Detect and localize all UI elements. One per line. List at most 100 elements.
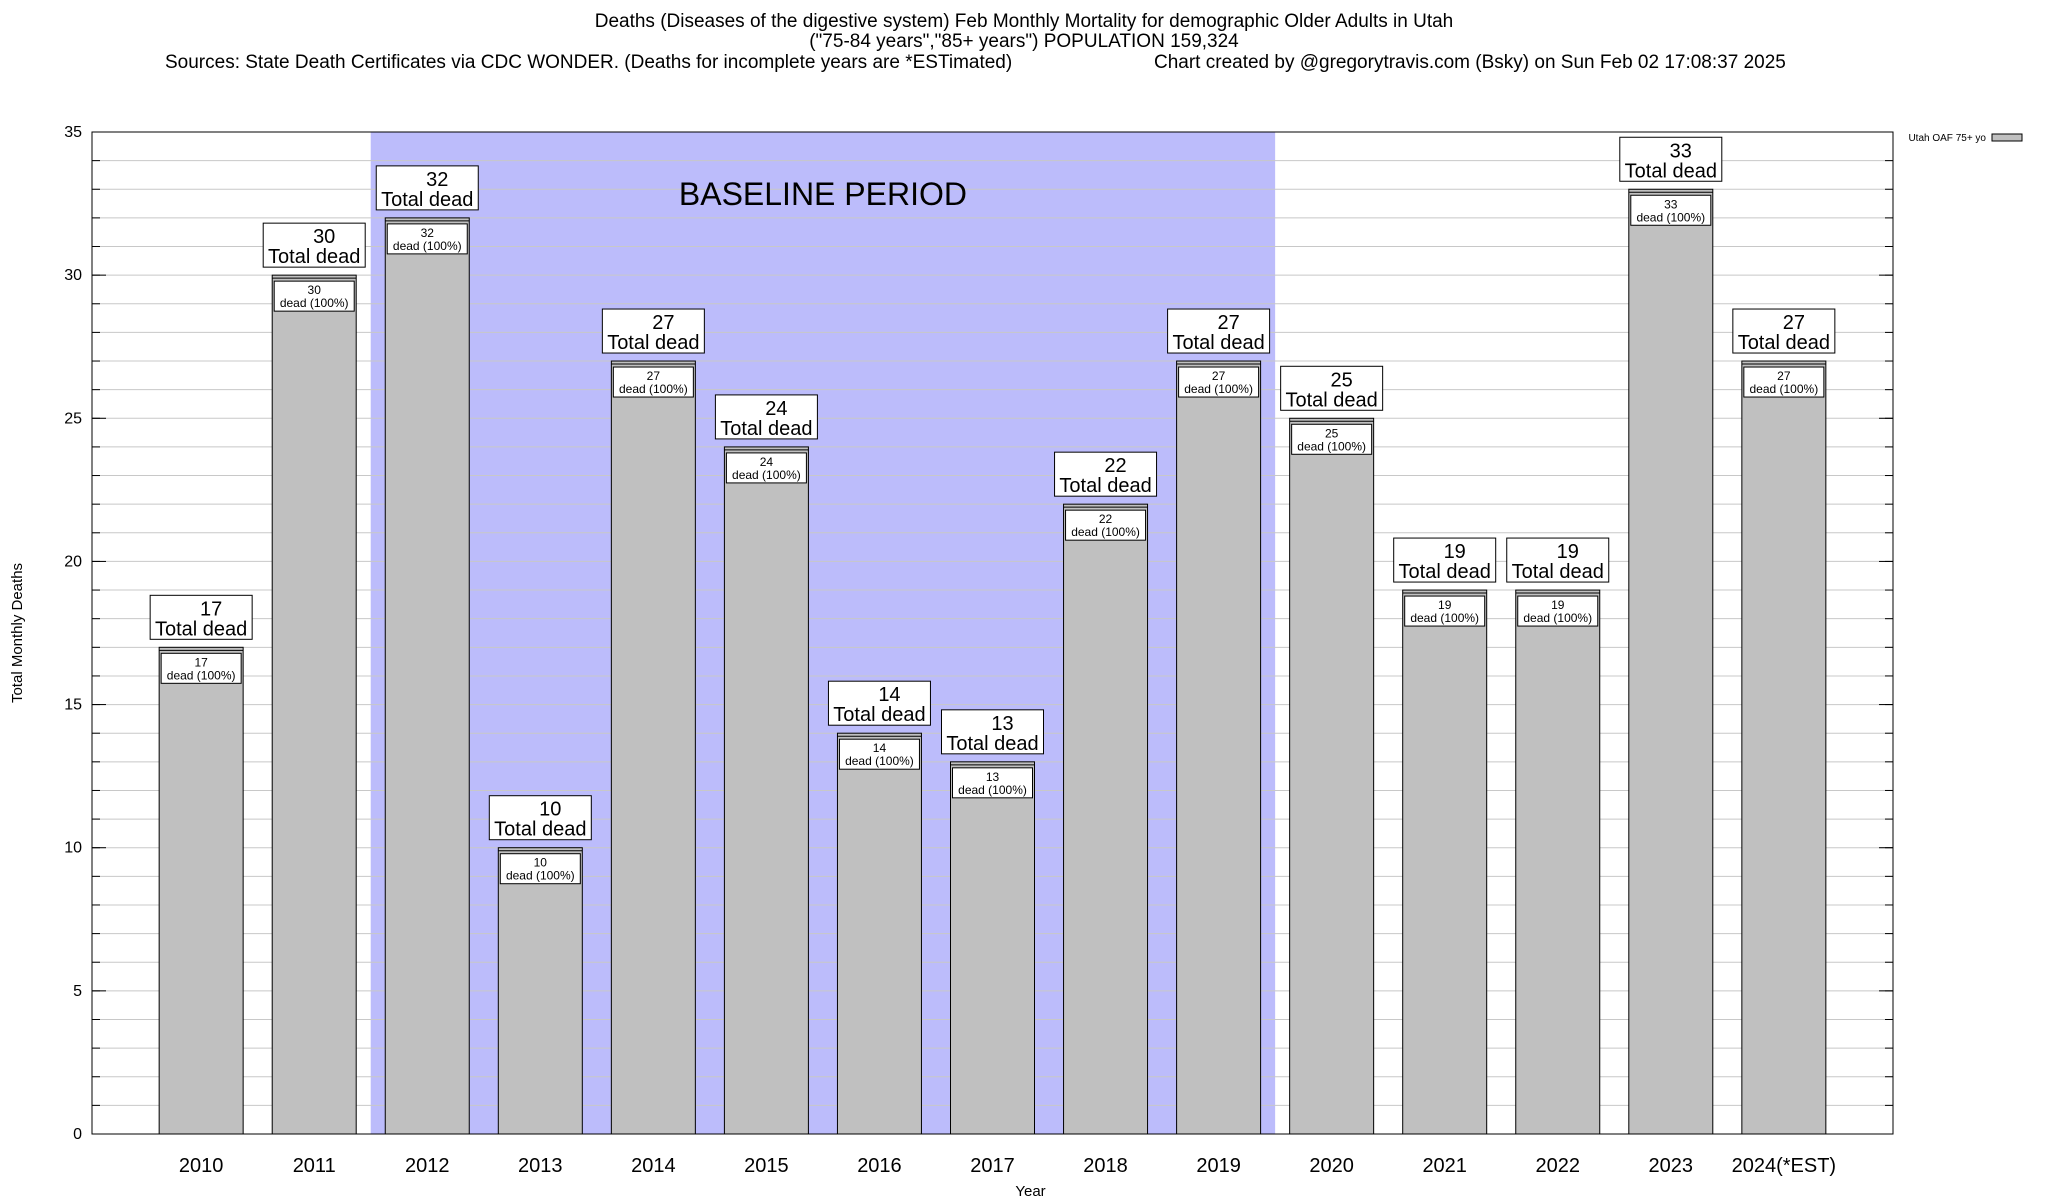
bar-label-box [612,366,694,398]
chart-title-block: Deaths (Diseases of the digestive system… [0,12,2048,52]
total-value-label: 30 [313,226,335,248]
bar-label-box [1517,595,1599,627]
total-value-label: 33 [1670,140,1692,162]
total-label-box [714,394,818,440]
total-text-label: Total dead [494,819,586,841]
x-tick-label: 2020 [1309,1155,1354,1177]
total-label-box [1732,308,1836,354]
bar-label-box [273,280,355,312]
total-label-box [1619,136,1723,182]
total-text-label: Total dead [607,332,699,354]
bar-count-label: 32 [421,226,435,240]
y-tick-label: 25 [64,410,82,427]
bar-count-label: 19 [1551,598,1565,612]
total-value-label: 19 [1444,541,1466,563]
bar-percent-label: dead (100%) [1071,525,1140,539]
x-tick-label: 2014 [631,1155,676,1177]
bar [1741,360,1827,1135]
bar [610,360,696,1135]
chart-credit: Chart created by @gregorytravis.com (Bsk… [1154,52,1786,73]
x-tick-label: 2013 [518,1155,563,1177]
bar [497,847,583,1135]
total-value-label: 24 [765,398,787,420]
total-label-box [941,709,1044,755]
bar-count-label: 27 [647,369,661,383]
bar [384,217,470,1135]
total-text-label: Total dead [833,704,925,726]
bar [1176,360,1262,1135]
bar-label-box [1743,366,1825,398]
y-tick-label: 35 [64,124,82,141]
bar-count-label: 10 [534,856,548,870]
bar-percent-label: dead (100%) [1749,382,1818,396]
total-text-label: Total dead [946,733,1038,755]
bar-label-box [386,223,468,255]
total-value-label: 27 [652,312,674,334]
bar-label-box [1404,595,1486,627]
total-label-box [375,165,479,211]
bar-percent-label: dead (100%) [1523,611,1592,625]
bar [1628,188,1714,1135]
total-text-label: Total dead [155,618,247,640]
total-value-label: 10 [539,799,561,821]
y-axis-label: Total Monthly Deaths [9,563,26,703]
chart-subtitle: ("75-84 years","85+ years") POPULATION 1… [809,31,1239,52]
bar [836,732,922,1135]
x-tick-label: 2011 [293,1155,336,1177]
chart-title: Deaths (Diseases of the digestive system… [594,11,1454,32]
bar-percent-label: dead (100%) [1184,382,1253,396]
total-label-box [1167,308,1271,354]
total-text-label: Total dead [381,189,473,211]
bar-percent-label: dead (100%) [958,783,1027,797]
bar [1063,503,1149,1135]
bar [723,446,809,1135]
chart-sources: Sources: State Death Certificates via CD… [165,52,1013,73]
bar-label-box [1630,194,1712,226]
bar-count-label: 13 [986,770,1000,784]
bar-label-box [725,452,807,484]
total-value-label: 17 [200,598,222,620]
bar-percent-label: dead (100%) [280,296,349,310]
baseline-label: BASELINE PERIOD [679,176,967,212]
bar-label-box [160,652,242,684]
bar-percent-label: dead (100%) [1636,210,1705,224]
x-tick-label: 2021 [1422,1155,1467,1177]
bar-label-box [1178,366,1260,398]
bar-percent-label: dead (100%) [1297,439,1366,453]
bar-count-label: 14 [873,741,887,755]
y-tick-label: 5 [73,983,82,1000]
x-tick-label: 2012 [405,1155,450,1177]
total-value-label: 14 [878,684,900,706]
total-value-label: 13 [991,713,1013,735]
bar-label-box [499,853,581,885]
bar-label-box [952,767,1033,799]
bar-label-box [1065,509,1147,541]
bar-count-label: 27 [1777,369,1791,383]
total-label-box [601,308,705,354]
total-value-label: 32 [426,169,448,191]
x-tick-label: 2015 [744,1155,789,1177]
bar-percent-label: dead (100%) [167,668,236,682]
total-text-label: Total dead [1512,561,1604,583]
x-tick-label: 2022 [1535,1155,1580,1177]
bar [158,646,244,1135]
x-tick-label: 2024(*EST) [1732,1155,1837,1177]
x-axis-label: Year [1015,1183,1045,1200]
bar-count-label: 17 [194,655,208,669]
bar [1289,417,1375,1135]
total-text-label: Total dead [1399,561,1491,583]
total-label-box [488,795,592,841]
y-tick-label: 10 [64,840,82,857]
legend-swatch [1991,133,2023,142]
bar-count-label: 27 [1212,369,1226,383]
total-label-box [1506,537,1610,583]
bar [1515,589,1601,1135]
bar-count-label: 25 [1325,426,1339,440]
x-tick-label: 2019 [1196,1155,1241,1177]
bar-percent-label: dead (100%) [506,869,575,883]
total-text-label: Total dead [1286,389,1378,411]
total-label-box [827,680,931,726]
y-tick-label: 20 [64,553,82,570]
x-tick-label: 2018 [1083,1155,1128,1177]
total-label-box [149,594,253,640]
